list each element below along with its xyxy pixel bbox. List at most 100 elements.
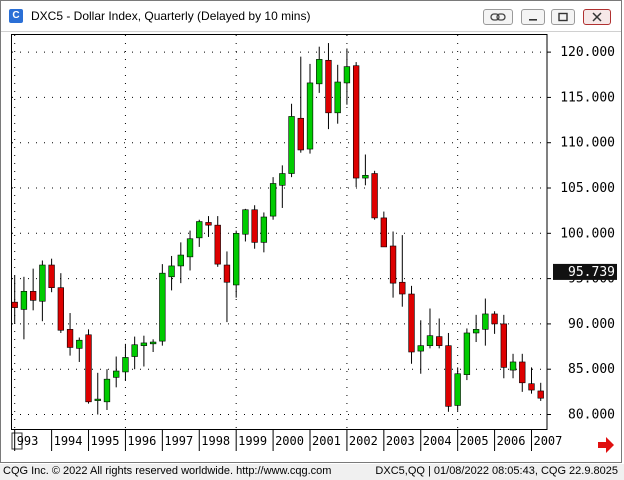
- x-tick-label: 1995: [91, 434, 120, 448]
- candle-body: [66, 329, 74, 348]
- candle-body: [85, 334, 92, 403]
- candle-body: [454, 373, 461, 406]
- candle-body: [214, 224, 221, 265]
- x-tick-label: 2005: [460, 434, 489, 448]
- candle-body: [11, 301, 18, 308]
- y-tick-label: 80.000: [568, 408, 615, 423]
- app-logo-icon: C: [9, 9, 23, 23]
- copyright-text: CQG Inc. © 2022 All rights reserved worl…: [3, 465, 332, 477]
- minimize-button[interactable]: [521, 9, 545, 25]
- candle-body: [177, 254, 184, 267]
- candle-body: [149, 341, 157, 345]
- link-button[interactable]: [483, 9, 513, 25]
- plot-frame: [11, 34, 548, 430]
- candle-body: [482, 313, 489, 330]
- x-tick-label: 2006: [497, 434, 526, 448]
- candle-body: [426, 335, 434, 346]
- candlestick-chart[interactable]: 120.000115.000110.000105.000100.00095.00…: [11, 34, 617, 459]
- candle-body: [103, 378, 111, 403]
- candle-body: [140, 342, 148, 346]
- x-tick-label: 2002: [349, 434, 378, 448]
- candle-body: [76, 339, 83, 349]
- candle-body: [260, 216, 268, 243]
- candles-layer: [11, 43, 544, 415]
- candle-body: [463, 332, 471, 375]
- candle-body: [279, 173, 286, 186]
- candle-body: [417, 345, 424, 352]
- candle-body: [131, 344, 138, 357]
- candle-body: [334, 81, 341, 114]
- close-button[interactable]: [583, 9, 611, 25]
- last-price-label: 95.739: [568, 265, 615, 280]
- candle-body: [20, 290, 28, 310]
- y-tick-label: 115.000: [560, 90, 615, 105]
- candle-body: [408, 293, 415, 353]
- candle-body: [537, 390, 544, 399]
- candle-body: [297, 117, 304, 151]
- candle-body: [205, 222, 212, 226]
- status-text: DXC5,QQ | 01/08/2022 08:05:43, CQG 22.9.…: [375, 465, 618, 477]
- candle-body: [29, 290, 37, 301]
- scroll-right-arrow-icon: [598, 437, 614, 453]
- candle-body: [445, 345, 452, 407]
- candle-body: [491, 313, 498, 325]
- y-tick-label: 110.000: [560, 136, 615, 151]
- status-footer: CQG Inc. © 2022 All rights reserved worl…: [0, 464, 624, 480]
- candle-body: [168, 265, 175, 278]
- x-tick-label: 2003: [386, 434, 415, 448]
- candle-body: [233, 233, 240, 286]
- candle-body: [436, 336, 443, 346]
- minimize-icon: [529, 19, 537, 21]
- candle-body: [371, 173, 378, 219]
- x-tick-label: 2007: [533, 434, 562, 448]
- candle-body: [519, 361, 526, 384]
- x-tick-label: 993: [17, 434, 39, 448]
- chain-link-icon: [490, 13, 506, 21]
- candle-body: [196, 221, 203, 239]
- y-tick-label: 100.000: [560, 226, 615, 241]
- x-tick-label: 1996: [127, 434, 156, 448]
- candle-body: [122, 357, 129, 373]
- candle-body: [223, 264, 231, 283]
- x-tick-label: 1999: [238, 434, 267, 448]
- candle-body: [269, 183, 277, 217]
- chart-window: C DXC5 - Dollar Index, Quarterly (Delaye…: [0, 0, 622, 463]
- x-tick-label: 1998: [201, 434, 230, 448]
- y-tick-label: 90.000: [568, 317, 615, 332]
- x-tick-label: 2001: [312, 434, 341, 448]
- candle-body: [316, 59, 323, 85]
- candle-body: [399, 281, 406, 295]
- candle-body: [472, 329, 480, 334]
- scroll-handle: [11, 432, 23, 450]
- x-tick-label: 2000: [275, 434, 304, 448]
- title-bar[interactable]: C DXC5 - Dollar Index, Quarterly (Delaye…: [1, 1, 621, 32]
- last-price-layer: 95.739: [553, 263, 617, 280]
- candle-body: [528, 383, 535, 391]
- x-axis: 993 1994 1995 1996 1997 1998 1999 2000 2001 2002 2…: [11, 429, 614, 453]
- x-tick-label: 2004: [423, 434, 452, 448]
- chart-area[interactable]: 120.000115.000110.000105.000100.00095.00…: [11, 34, 617, 459]
- y-tick-label: 120.000: [560, 45, 615, 60]
- y-tick-label: 85.000: [568, 362, 615, 377]
- candle-body: [48, 264, 55, 288]
- candle-body: [94, 398, 101, 401]
- candle-body: [57, 287, 64, 331]
- last-price-badge: [553, 263, 617, 280]
- y-tick-label: 105.000: [560, 181, 615, 196]
- candle-body: [380, 217, 387, 248]
- candle-body: [113, 370, 120, 378]
- candle-body: [159, 272, 166, 342]
- candle-body: [186, 238, 194, 258]
- candle-body: [509, 361, 517, 371]
- close-icon: [592, 12, 602, 22]
- candle-body: [39, 264, 46, 302]
- candle-body: [500, 323, 507, 368]
- restore-icon: [558, 12, 568, 22]
- candle-body: [306, 82, 314, 150]
- restore-button[interactable]: [551, 9, 575, 25]
- candle-body: [325, 59, 332, 114]
- candle-body: [288, 116, 295, 174]
- candle-body: [389, 245, 397, 284]
- candle-body: [242, 209, 249, 235]
- y-axis: 120.000115.000110.000105.000100.00095.00…: [547, 45, 615, 423]
